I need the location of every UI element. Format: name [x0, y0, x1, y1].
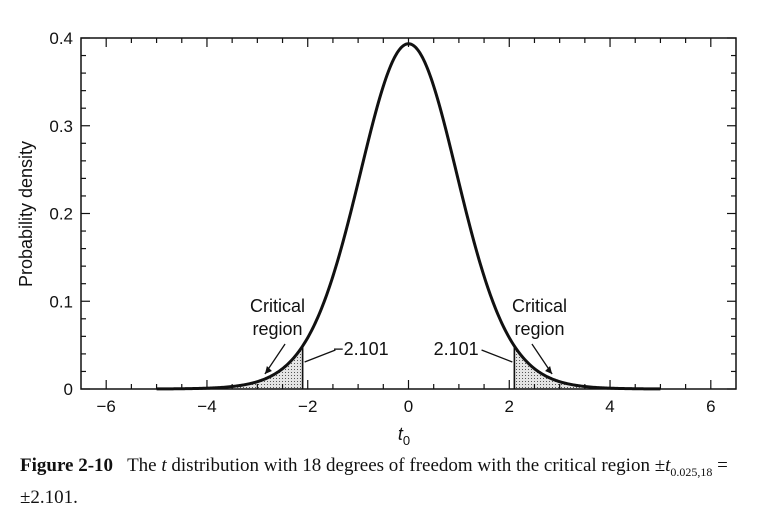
caption-text-end: = ±2.101.	[20, 455, 728, 508]
y-tick-label: 0	[64, 380, 73, 399]
plot-border	[80, 37, 737, 390]
right-region-arrowhead	[545, 366, 553, 374]
left-region-arrowhead	[264, 366, 272, 374]
t-distribution-chart: −6 −4 −2 0 2 4 600.10.20.30.4 CriticalregionCr…	[16, 29, 737, 448]
critical-region-left	[237, 346, 303, 389]
plot-frame	[80, 37, 737, 390]
x-tick-label: 0	[404, 397, 413, 416]
caption-text-before: The	[127, 455, 162, 476]
y-tick-label: 0.4	[49, 29, 73, 48]
right-value-leader	[481, 349, 513, 363]
x-tick-label: 4	[605, 397, 614, 416]
annotations: Critical region Critical region −2.101 2.101	[250, 296, 567, 375]
critical-region-right	[514, 346, 580, 389]
y-axis-title: Probability density	[16, 141, 36, 287]
axis-tick-labels: −6 −4 −2 0 2 4 6 0 0.1 0.2 0.3 0.4	[49, 29, 715, 416]
left-critical-value-label: −2.101	[333, 339, 389, 359]
caption-variable-t: t	[161, 455, 167, 476]
critical-region-shading	[237, 346, 580, 389]
right-critical-value-label: 2.101	[434, 339, 479, 359]
left-critical-region-label-line-2: region	[252, 319, 302, 339]
y-tick-label: 0.2	[49, 205, 73, 224]
caption-t-symbol: t	[665, 455, 671, 476]
x-tick-label: 6	[706, 397, 715, 416]
density-curve-group	[156, 42, 661, 391]
x-tick-label: −2	[298, 397, 317, 416]
left-value-leader	[304, 349, 336, 363]
x-tick-label: −4	[197, 397, 216, 416]
caption-subscript: 0.025,18	[670, 464, 713, 479]
axis-ticks	[81, 37, 736, 390]
right-critical-region-label-line-2: region	[514, 319, 564, 339]
figure-label: Figure 2-10	[20, 455, 114, 476]
x-tick-label: −6	[96, 397, 115, 416]
caption-text-after: distribution with 18 degrees of freedom …	[166, 455, 666, 476]
x-axis-title-subscript: 0	[403, 433, 410, 448]
right-critical-region-label-line-1: Critical	[512, 296, 567, 316]
x-tick-label: 2	[505, 397, 514, 416]
figure-caption: Figure 2-10 The t distribution with 18 de…	[20, 453, 750, 510]
density-curve	[156, 42, 661, 391]
x-axis-title: t0	[398, 424, 410, 448]
y-tick-label: 0.1	[49, 292, 73, 311]
y-tick-label: 0.3	[49, 117, 73, 136]
left-critical-region-label-line-1: Critical	[250, 296, 305, 316]
